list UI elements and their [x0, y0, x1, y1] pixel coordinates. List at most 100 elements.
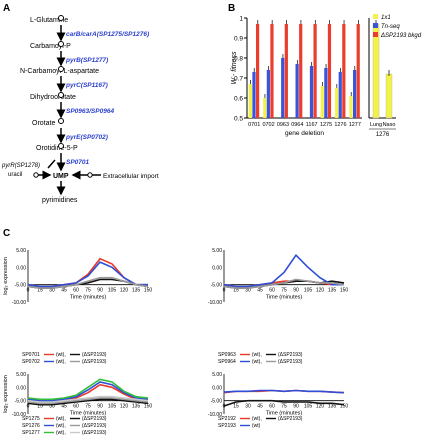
- x-tick-label: 0964: [291, 122, 303, 128]
- series-sp0964-wt: [223, 253, 344, 288]
- legend-wt-label: (wt),: [252, 352, 262, 358]
- legend-gene: SP0702: [22, 359, 40, 365]
- legend-wt-label: (wt),: [56, 430, 66, 436]
- legend-wt-label: (wt),: [252, 416, 262, 422]
- bar-sp2193-bkgd-0964: [299, 24, 303, 118]
- x-axis-label: gene deletion: [285, 130, 324, 137]
- x-tick-label: 15: [37, 404, 43, 410]
- enzyme-node-5: [58, 118, 64, 124]
- x-tick-label: 30: [49, 288, 55, 294]
- series-sp1277-sp2193: [27, 395, 149, 403]
- legend-wt-label: (wt),: [56, 359, 66, 365]
- bar-1x1-1277: [349, 96, 353, 118]
- bar-1x1-0701: [248, 84, 252, 118]
- x-tick-label: 150: [144, 404, 153, 410]
- y-tick-label: -10.00: [12, 300, 26, 306]
- bar-naso: [385, 73, 393, 119]
- x-tick-label: 60: [73, 404, 79, 410]
- y-tick-label: 0.00: [212, 385, 222, 391]
- legend-gene: SP2193: [218, 423, 236, 429]
- x-tick-label: Naso: [383, 122, 396, 128]
- y-tick-label: -5.00: [15, 283, 27, 289]
- x-tick-label: 105: [304, 288, 313, 294]
- x-tick-label: 90: [293, 404, 299, 410]
- bar-1x1-0702: [263, 98, 267, 118]
- bar-1x1-1276: [335, 88, 339, 118]
- y-axis-label: log₂ expression: [3, 257, 9, 295]
- series-sp1275-sp2193: [27, 398, 149, 406]
- enzyme-sp0963-sp0964: SP0963/SP0964: [66, 108, 114, 115]
- y-tick-label: 5.00: [16, 372, 26, 378]
- metabolite-pyrimidines: pyrimidines: [42, 197, 78, 204]
- legend-mutant-label: (ΔSP2193): [82, 359, 107, 365]
- panel-c-label: C: [3, 228, 10, 239]
- x-axis-label: Time (minutes): [70, 411, 107, 417]
- x-tick-label: 45: [257, 404, 263, 410]
- legend-gene: SP0701: [22, 352, 40, 358]
- x-tick-label: 120: [120, 288, 129, 294]
- enzyme-pyre: pyrE(SP0702): [65, 134, 108, 141]
- pathway-diagram: L-Glutamine Carbamoyl-P N-Carbamoyl-L-as…: [1, 15, 159, 204]
- legend-mutant-label: (ΔSP2193): [278, 416, 303, 422]
- y-axis-label: W - fitness: [231, 51, 238, 85]
- x-tick-label: 0963: [277, 122, 289, 128]
- legend-swatch-sp2193-bkgd: [373, 32, 378, 37]
- series-sp2193-wt: [223, 389, 345, 394]
- legend-mutant-label: (ΔSP2193): [82, 430, 107, 436]
- legend-wt-label: (wt),: [252, 359, 262, 365]
- legend-wt-label: (wt),: [56, 352, 66, 358]
- x-axis-label: Time (minutes): [70, 295, 107, 301]
- enzyme-node-3: [58, 66, 64, 72]
- bar-sp2193-bkgd-0701: [255, 24, 260, 118]
- import-node: [87, 172, 93, 178]
- bar-sp2193-bkgd-0963: [284, 24, 288, 118]
- x-tick-label: 150: [340, 404, 349, 410]
- x-tick-label: 45: [61, 404, 67, 410]
- x-tick-label: 105: [304, 404, 313, 410]
- legend-swatch-1x1: [373, 14, 378, 19]
- metabolite-orotate: Orotate: [32, 120, 55, 127]
- x-tick-label: 120: [120, 404, 129, 410]
- legend-swatch-tn-seq: [373, 23, 378, 28]
- legend-mutant-label: (ΔSP2193): [278, 352, 303, 358]
- series-sp0702-sp2193: [27, 276, 149, 289]
- legend-gene: SP1277: [22, 430, 40, 436]
- fitness-bar-chart: 0.5 0.6 0.7 0.8 0.9 1 W - fitness 0701 0702 0963 0…: [231, 14, 422, 138]
- x-tick-label: 105: [108, 288, 117, 294]
- y-tick-label: -5.00: [211, 399, 223, 405]
- legend-gene: SP1276: [22, 423, 40, 429]
- x-tick-label: 0: [223, 404, 226, 410]
- enzyme-pyrb: pyrB(SP1277): [65, 57, 108, 64]
- metabolite-orotidine-5-p: Orotidine-5-P: [36, 145, 78, 152]
- legend-gene: SP2192: [218, 416, 236, 422]
- series-sp1276-sp2193: [27, 397, 149, 405]
- y-tick-label: 5.00: [16, 248, 26, 254]
- y-tick-label: 5.00: [212, 372, 222, 378]
- bar-sp2193-bkgd-1275: [327, 24, 332, 118]
- y-tick-label: 0.6: [234, 96, 243, 103]
- x-tick-label: 1276: [334, 122, 346, 128]
- legend-wt-label: (wt),: [56, 416, 66, 422]
- bar-tn-seq-0701: [252, 72, 256, 118]
- bar-sp2193-bkgd-1277: [356, 24, 360, 118]
- legend-gene: SP0964: [218, 359, 236, 365]
- x-tick-label: 120: [316, 404, 325, 410]
- x-tick-label: 45: [61, 288, 67, 294]
- bar-lung: [372, 23, 380, 119]
- metabolite-dihydroorotate: Dihydroorotate: [30, 94, 76, 101]
- y-tick-label: 0.00: [16, 385, 26, 391]
- enzyme-node-4: [58, 92, 64, 98]
- bar-sp2193-bkgd-0702: [270, 24, 274, 118]
- x-tick-label: 30: [245, 288, 251, 294]
- enzyme-sp0701: SP0701: [66, 159, 90, 166]
- y-tick-label: 0.00: [16, 265, 26, 271]
- series-sp1276-wt: [27, 381, 149, 402]
- x-tick-label: 135: [328, 288, 337, 294]
- x-tick-label: 1277: [349, 122, 361, 128]
- bar-tn-seq-0963: [281, 58, 285, 118]
- x-tick-label: 1275: [320, 122, 332, 128]
- x-tick-label: 90: [97, 288, 103, 294]
- repression-line: [47, 159, 56, 169]
- y-tick-label: -5.00: [211, 283, 223, 289]
- x-tick-label: 0: [27, 288, 30, 294]
